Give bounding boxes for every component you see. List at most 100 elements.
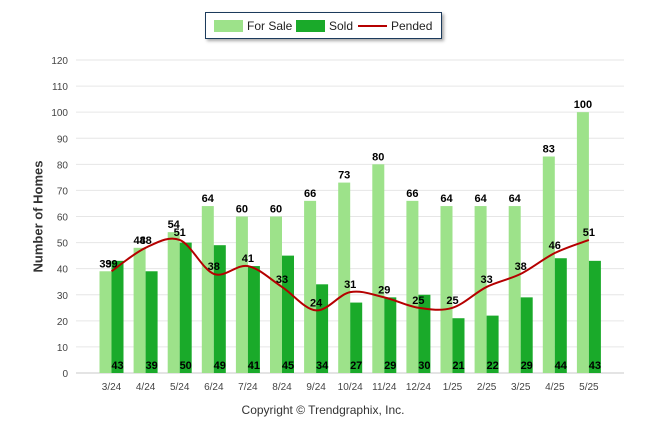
sold-bar bbox=[350, 302, 363, 373]
pended-value-label: 51 bbox=[583, 227, 595, 239]
sold-value-label: 30 bbox=[418, 360, 430, 372]
for-sale-value-label: 66 bbox=[406, 188, 418, 200]
sold-bar bbox=[418, 294, 431, 373]
sold-bar bbox=[554, 258, 567, 373]
legend-label-sold: Sold bbox=[329, 19, 354, 33]
sold-bar bbox=[486, 315, 499, 373]
legend: For Sale Sold Pended bbox=[205, 12, 442, 39]
y-tick-label: 50 bbox=[57, 239, 69, 250]
y-tick-label: 90 bbox=[57, 134, 69, 145]
sold-value-label: 43 bbox=[589, 360, 601, 372]
legend-item-pended[interactable]: Pended bbox=[358, 19, 432, 33]
for-sale-bar bbox=[133, 247, 146, 373]
y-tick-label: 110 bbox=[52, 82, 68, 93]
sold-value-label: 49 bbox=[214, 360, 226, 372]
sold-bar bbox=[111, 260, 124, 373]
pended-value-label: 38 bbox=[515, 261, 527, 273]
pended-value-label: 29 bbox=[378, 284, 390, 296]
for-sale-value-label: 83 bbox=[543, 144, 555, 156]
for-sale-bar bbox=[270, 216, 282, 373]
pended-value-label: 46 bbox=[549, 240, 561, 252]
sold-bar bbox=[384, 297, 397, 373]
sold-swatch bbox=[296, 20, 325, 32]
y-tick-label: 80 bbox=[57, 160, 69, 171]
x-tick-label: 5/25 bbox=[579, 382, 599, 393]
sold-value-label: 27 bbox=[350, 360, 362, 372]
sold-bar bbox=[316, 284, 329, 373]
sold-bar bbox=[520, 297, 533, 373]
x-tick-label: 3/25 bbox=[511, 382, 531, 393]
pended-line bbox=[110, 237, 590, 312]
sold-bar bbox=[213, 245, 226, 373]
for-sale-value-label: 66 bbox=[304, 188, 316, 200]
for-sale-bar bbox=[406, 200, 419, 373]
sold-value-label: 29 bbox=[384, 360, 396, 372]
legend-item-sold[interactable]: Sold bbox=[296, 19, 353, 33]
for-sale-bar bbox=[440, 206, 453, 373]
sold-value-label: 34 bbox=[316, 360, 329, 372]
pended-value-label: 33 bbox=[480, 274, 492, 286]
x-tick-label: 9/24 bbox=[306, 382, 326, 393]
x-tick-label: 4/24 bbox=[136, 382, 156, 393]
pended-value-label: 31 bbox=[344, 279, 356, 291]
y-tick-label: 40 bbox=[57, 265, 69, 276]
for-sale-value-label: 80 bbox=[372, 151, 384, 163]
sold-value-label: 50 bbox=[180, 360, 192, 372]
for-sale-value-label: 73 bbox=[338, 170, 350, 182]
sold-bar bbox=[282, 255, 294, 373]
pended-value-label: 24 bbox=[310, 297, 323, 309]
x-tick-label: 12/24 bbox=[406, 382, 431, 393]
y-tick-label: 70 bbox=[57, 186, 69, 197]
for-sale-value-label: 60 bbox=[270, 204, 282, 216]
for-sale-bar bbox=[304, 200, 317, 373]
y-tick-label: 10 bbox=[57, 343, 69, 354]
pended-value-label: 33 bbox=[276, 274, 288, 286]
for-sale-swatch bbox=[214, 20, 243, 32]
sold-value-label: 39 bbox=[145, 360, 157, 372]
pended-value-label: 38 bbox=[208, 261, 220, 273]
y-tick-label: 120 bbox=[51, 56, 68, 67]
for-sale-value-label: 64 bbox=[474, 193, 487, 205]
sold-value-label: 43 bbox=[111, 360, 123, 372]
for-sale-bar bbox=[201, 206, 214, 373]
x-tick-label: 4/25 bbox=[545, 382, 565, 393]
for-sale-bar bbox=[542, 156, 555, 373]
y-tick-label: 20 bbox=[57, 317, 69, 328]
x-tick-label: 11/24 bbox=[372, 382, 397, 393]
for-sale-value-label: 39 bbox=[99, 258, 111, 270]
x-tick-label: 2/25 bbox=[477, 382, 497, 393]
for-sale-value-label: 54 bbox=[168, 219, 181, 231]
for-sale-bar bbox=[372, 164, 385, 373]
sold-bar bbox=[588, 260, 601, 373]
x-tick-label: 8/24 bbox=[272, 382, 292, 393]
sold-bar bbox=[247, 266, 260, 373]
x-tick-label: 7/24 bbox=[238, 382, 258, 393]
y-tick-label: 0 bbox=[62, 369, 68, 380]
legend-item-for-sale[interactable]: For Sale bbox=[214, 19, 292, 33]
for-sale-bar bbox=[508, 206, 521, 373]
pended-value-label: 25 bbox=[446, 295, 458, 307]
legend-label-pended: Pended bbox=[391, 19, 433, 33]
sold-bar bbox=[179, 242, 192, 373]
sold-value-label: 21 bbox=[452, 360, 464, 372]
legend-label-for-sale: For Sale bbox=[247, 19, 293, 33]
x-tick-label: 1/25 bbox=[443, 382, 463, 393]
for-sale-value-label: 48 bbox=[133, 235, 145, 247]
for-sale-value-label: 64 bbox=[202, 193, 215, 205]
sold-value-label: 41 bbox=[248, 360, 260, 372]
pended-value-label: 39 bbox=[105, 258, 117, 270]
sold-bar bbox=[145, 271, 158, 373]
pended-value-label: 41 bbox=[242, 253, 254, 265]
for-sale-bar bbox=[338, 182, 351, 373]
for-sale-bar bbox=[167, 232, 180, 373]
x-tick-label: 5/24 bbox=[170, 382, 190, 393]
for-sale-value-label: 64 bbox=[509, 193, 522, 205]
x-tick-label: 10/24 bbox=[338, 382, 363, 393]
pended-line-swatch bbox=[358, 25, 387, 27]
x-tick-label: 6/24 bbox=[204, 382, 224, 393]
sold-value-label: 44 bbox=[555, 360, 568, 372]
sold-value-label: 45 bbox=[282, 360, 294, 372]
copyright-text: Copyright © Trendgraphix, Inc. bbox=[241, 403, 405, 417]
